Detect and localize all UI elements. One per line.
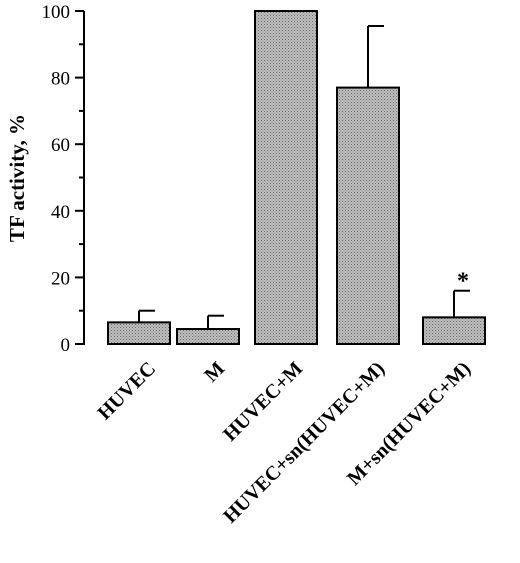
bar: [107, 321, 171, 346]
category-label: M: [200, 358, 229, 387]
category-label: HUVEC+M: [219, 358, 307, 446]
category-labels-layer: HUVEC MHUVEC+MHUVEC+sn(HUVEC+M)M+sn(HUVEC…: [94, 358, 476, 528]
bar: [176, 328, 240, 346]
significance-asterisk: *: [457, 269, 469, 295]
y-tick-label: 40: [51, 202, 70, 223]
category-label: HUVEC+sn(HUVEC+M): [219, 358, 389, 528]
category-label: HUVEC: [94, 358, 161, 425]
y-axis-title: TF activity, %: [5, 114, 29, 242]
bars-layer: [107, 10, 486, 346]
bar: [254, 10, 318, 345]
y-ticks-layer: 0 20 40 60 80 100: [42, 2, 84, 356]
error-bars-layer: [138, 24, 470, 330]
bar: [336, 86, 400, 345]
y-tick-label: 100: [42, 2, 71, 23]
annotations-layer: *: [457, 269, 469, 295]
bar: [422, 316, 486, 345]
y-tick-label: 60: [51, 135, 70, 156]
y-tick-label: 80: [51, 69, 70, 90]
y-tick-label: 20: [51, 268, 70, 289]
y-tick-label: 0: [61, 335, 71, 356]
